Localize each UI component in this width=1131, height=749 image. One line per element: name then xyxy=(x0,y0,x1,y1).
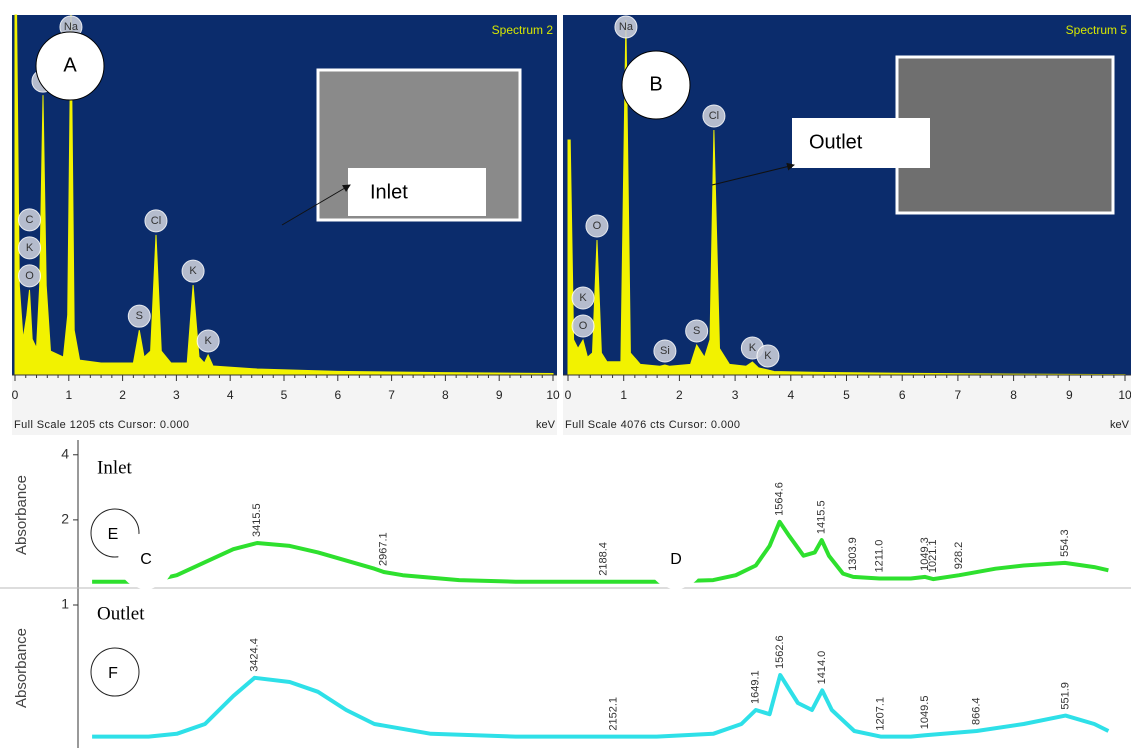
x-tick-label: 4 xyxy=(227,388,234,402)
peak-label: 2152.1 xyxy=(608,697,620,731)
x-tick-label: 6 xyxy=(899,388,906,402)
x-tick-label: 2 xyxy=(676,388,683,402)
peak-label: 3424.4 xyxy=(249,638,261,672)
peak-label: 1562.6 xyxy=(774,635,786,669)
spectrum-title: Spectrum 5 xyxy=(1066,23,1128,37)
x-tick-label: 10 xyxy=(546,388,560,402)
peak-label: O xyxy=(593,220,602,232)
peak-label: 1564.6 xyxy=(774,482,786,516)
x-tick-label: 10 xyxy=(1118,388,1131,402)
peak-label: K xyxy=(204,335,212,347)
peak-label: K xyxy=(26,242,34,254)
peak-label: 551.9 xyxy=(1059,682,1071,710)
peak-label: K xyxy=(189,265,197,277)
x-tick-label: 0 xyxy=(12,388,19,402)
x-tick-label: 4 xyxy=(787,388,794,402)
x-tick-label: 0 xyxy=(565,388,572,402)
footer: Full Scale 4076 cts Cursor: 0.000 xyxy=(565,419,740,431)
x-tick-label: 8 xyxy=(1010,388,1017,402)
peak-label: 1303.9 xyxy=(847,537,859,571)
x-axis-label: keV xyxy=(536,419,556,431)
y-tick-label: 1 xyxy=(61,596,69,612)
x-tick-label: 7 xyxy=(388,388,395,402)
peak-label: O xyxy=(25,270,34,282)
peak-label: 866.4 xyxy=(971,697,983,725)
y-axis-title: Absorbance xyxy=(13,475,30,555)
peak-label: 554.3 xyxy=(1059,529,1071,557)
peak-label: 1207.1 xyxy=(874,697,886,731)
peak-label: 1049.5 xyxy=(919,696,931,730)
x-axis-label: keV xyxy=(1110,419,1130,431)
y-tick-label: 4 xyxy=(61,445,69,461)
inset-label: Inlet xyxy=(370,181,408,203)
peak-label: K xyxy=(579,292,587,304)
x-tick-label: 8 xyxy=(442,388,449,402)
inset-label-box xyxy=(348,168,486,216)
x-tick-label: 1 xyxy=(620,388,627,402)
peak-label: S xyxy=(693,325,700,337)
peak-label: K xyxy=(749,342,757,354)
y-axis-title: Absorbance xyxy=(13,628,30,708)
peak-label: 1414.0 xyxy=(816,651,828,685)
spectrum-title: Spectrum 2 xyxy=(492,23,554,37)
peak-label: Na xyxy=(619,21,634,33)
footer: Full Scale 1205 cts Cursor: 0.000 xyxy=(14,419,189,431)
marker-label: C xyxy=(140,551,152,568)
inset-label: Outlet xyxy=(809,131,863,153)
spectrum-line xyxy=(92,675,1108,737)
peak-label: 2188.4 xyxy=(597,542,609,576)
x-tick-label: 9 xyxy=(1066,388,1073,402)
peak-label: Cl xyxy=(709,110,719,122)
x-tick-label: 7 xyxy=(955,388,962,402)
x-tick-label: 1 xyxy=(65,388,72,402)
peak-label: Si xyxy=(660,345,670,357)
trace-label: Outlet xyxy=(97,603,145,624)
peak-label: 1211.0 xyxy=(873,540,885,573)
x-tick-label: 2 xyxy=(119,388,126,402)
peak-label: Cl xyxy=(151,215,161,227)
peak-label: 928.2 xyxy=(953,542,965,570)
peak-label: 1649.1 xyxy=(750,670,762,704)
panel-label: A xyxy=(63,54,77,76)
x-tick-label: 3 xyxy=(732,388,739,402)
peak-label: O xyxy=(579,320,588,332)
x-tick-label: 5 xyxy=(281,388,288,402)
x-tick-label: 6 xyxy=(334,388,341,402)
peak-label: 3415.5 xyxy=(251,503,263,537)
panel-label: B xyxy=(649,73,662,95)
marker-label: D xyxy=(670,551,682,568)
panel-label: F xyxy=(108,665,118,682)
x-tick-label: 5 xyxy=(843,388,850,402)
x-tick-label: 3 xyxy=(173,388,180,402)
peak-label: C xyxy=(26,214,34,226)
peak-label: 1415.5 xyxy=(816,500,828,534)
peak-label: 1021.1 xyxy=(927,539,939,573)
x-tick-label: 9 xyxy=(496,388,503,402)
trace-label: Inlet xyxy=(97,457,133,478)
peak-label: K xyxy=(764,350,772,362)
peak-label: Na xyxy=(64,21,79,33)
figure: 012345678910keVFull Scale 1205 cts Curso… xyxy=(0,0,1131,749)
peak-label: 2967.1 xyxy=(378,532,390,566)
panel-label: E xyxy=(108,526,119,543)
peak-label: S xyxy=(136,310,143,322)
y-tick-label: 2 xyxy=(61,511,69,527)
